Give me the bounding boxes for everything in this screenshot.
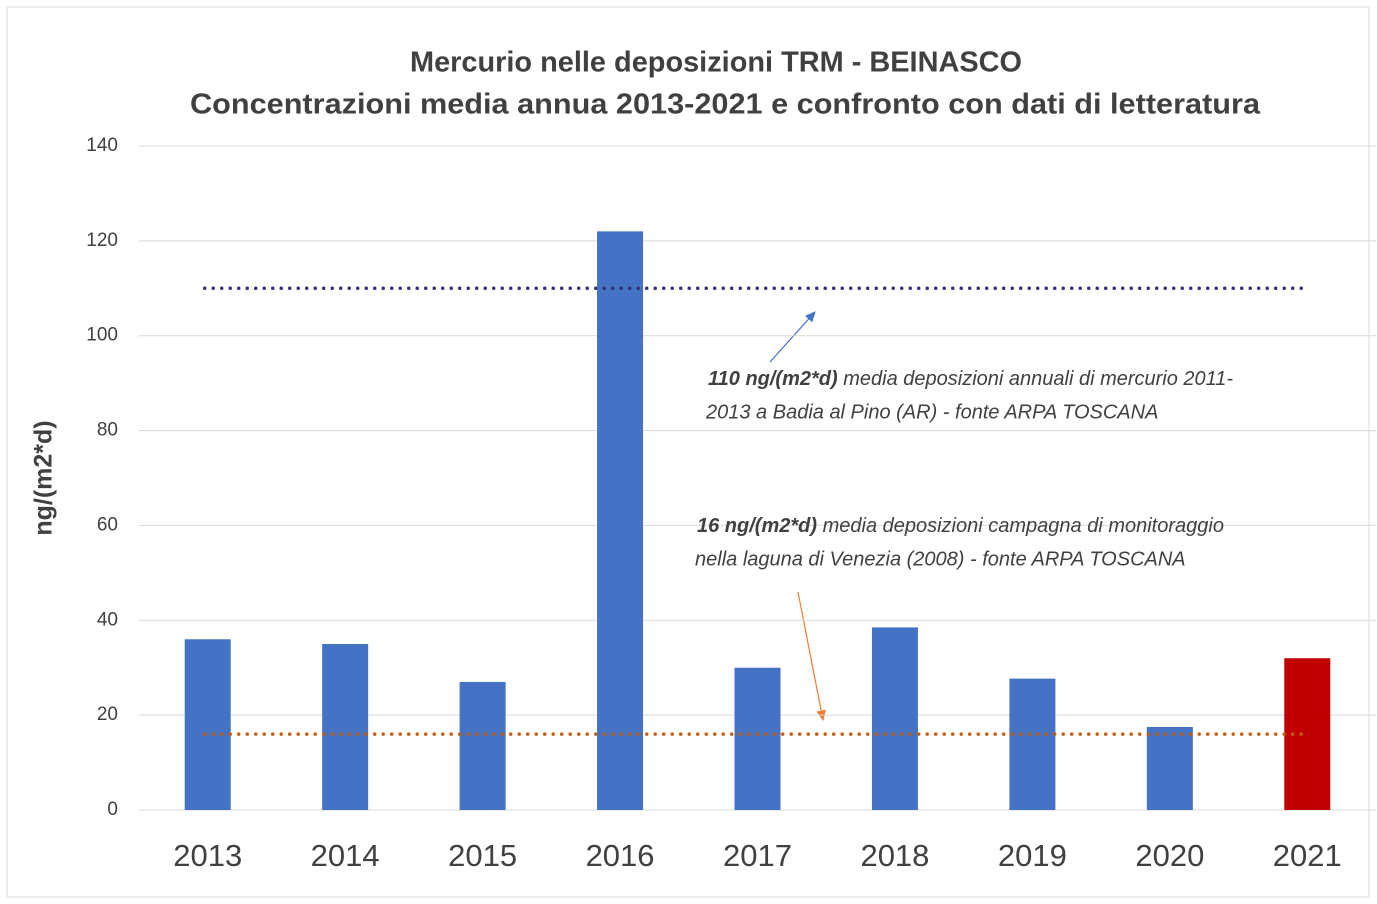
bar xyxy=(734,667,781,810)
bar xyxy=(1009,678,1056,810)
bar xyxy=(322,644,369,810)
y-tick-label: 60 xyxy=(97,514,118,535)
annotation: 110 ng/(m2*d) media deposizioni annuali … xyxy=(708,368,1233,390)
arrow xyxy=(797,591,826,722)
chart-title: Mercurio nelle deposizioni TRM - BEINASC… xyxy=(410,47,1022,79)
y-tick-label: 80 xyxy=(97,420,118,441)
annotation-text: media deposizioni campagna di monitoragg… xyxy=(817,515,1224,537)
bar xyxy=(1146,727,1193,810)
y-tick-label: 40 xyxy=(97,609,118,630)
x-tick-label: 2014 xyxy=(311,838,380,873)
x-tick-label: 2017 xyxy=(723,838,792,873)
y-tick-label: 0 xyxy=(107,799,118,820)
x-tick-label: 2015 xyxy=(448,838,517,873)
annotation: 2013 a Badia al Pino (AR) - fonte ARPA T… xyxy=(705,401,1158,423)
x-tick-label: 2020 xyxy=(1135,838,1204,873)
annotation-text: media deposizioni annuali di mercurio 20… xyxy=(838,368,1234,390)
x-tick-label: 2021 xyxy=(1273,838,1342,873)
x-tick-label: 2016 xyxy=(586,838,655,873)
bar xyxy=(459,681,506,810)
y-tick-label: 140 xyxy=(86,135,118,156)
y-tick-label: 120 xyxy=(86,230,118,251)
arrow xyxy=(769,311,816,363)
bar xyxy=(597,231,644,810)
chart-subtitle: Concentrazioni media annua 2013-2021 e c… xyxy=(190,89,1261,121)
y-tick-label: 20 xyxy=(97,704,118,725)
annotation-bold: 110 ng/(m2*d) xyxy=(708,368,838,390)
y-tick-label: 100 xyxy=(86,325,118,346)
annotation: nella laguna di Venezia (2008) - fonte A… xyxy=(695,548,1186,570)
annotation: 16 ng/(m2*d) media deposizioni campagna … xyxy=(697,515,1224,537)
bar xyxy=(184,639,231,810)
annotation-bold: 16 ng/(m2*d) xyxy=(697,515,817,537)
x-tick-label: 2013 xyxy=(173,838,242,873)
chart-border xyxy=(6,6,1370,898)
bar xyxy=(871,627,918,810)
x-tick-label: 2019 xyxy=(998,838,1067,873)
y-axis-label: ng/(m2*d) xyxy=(30,420,58,535)
x-tick-label: 2018 xyxy=(860,838,929,873)
